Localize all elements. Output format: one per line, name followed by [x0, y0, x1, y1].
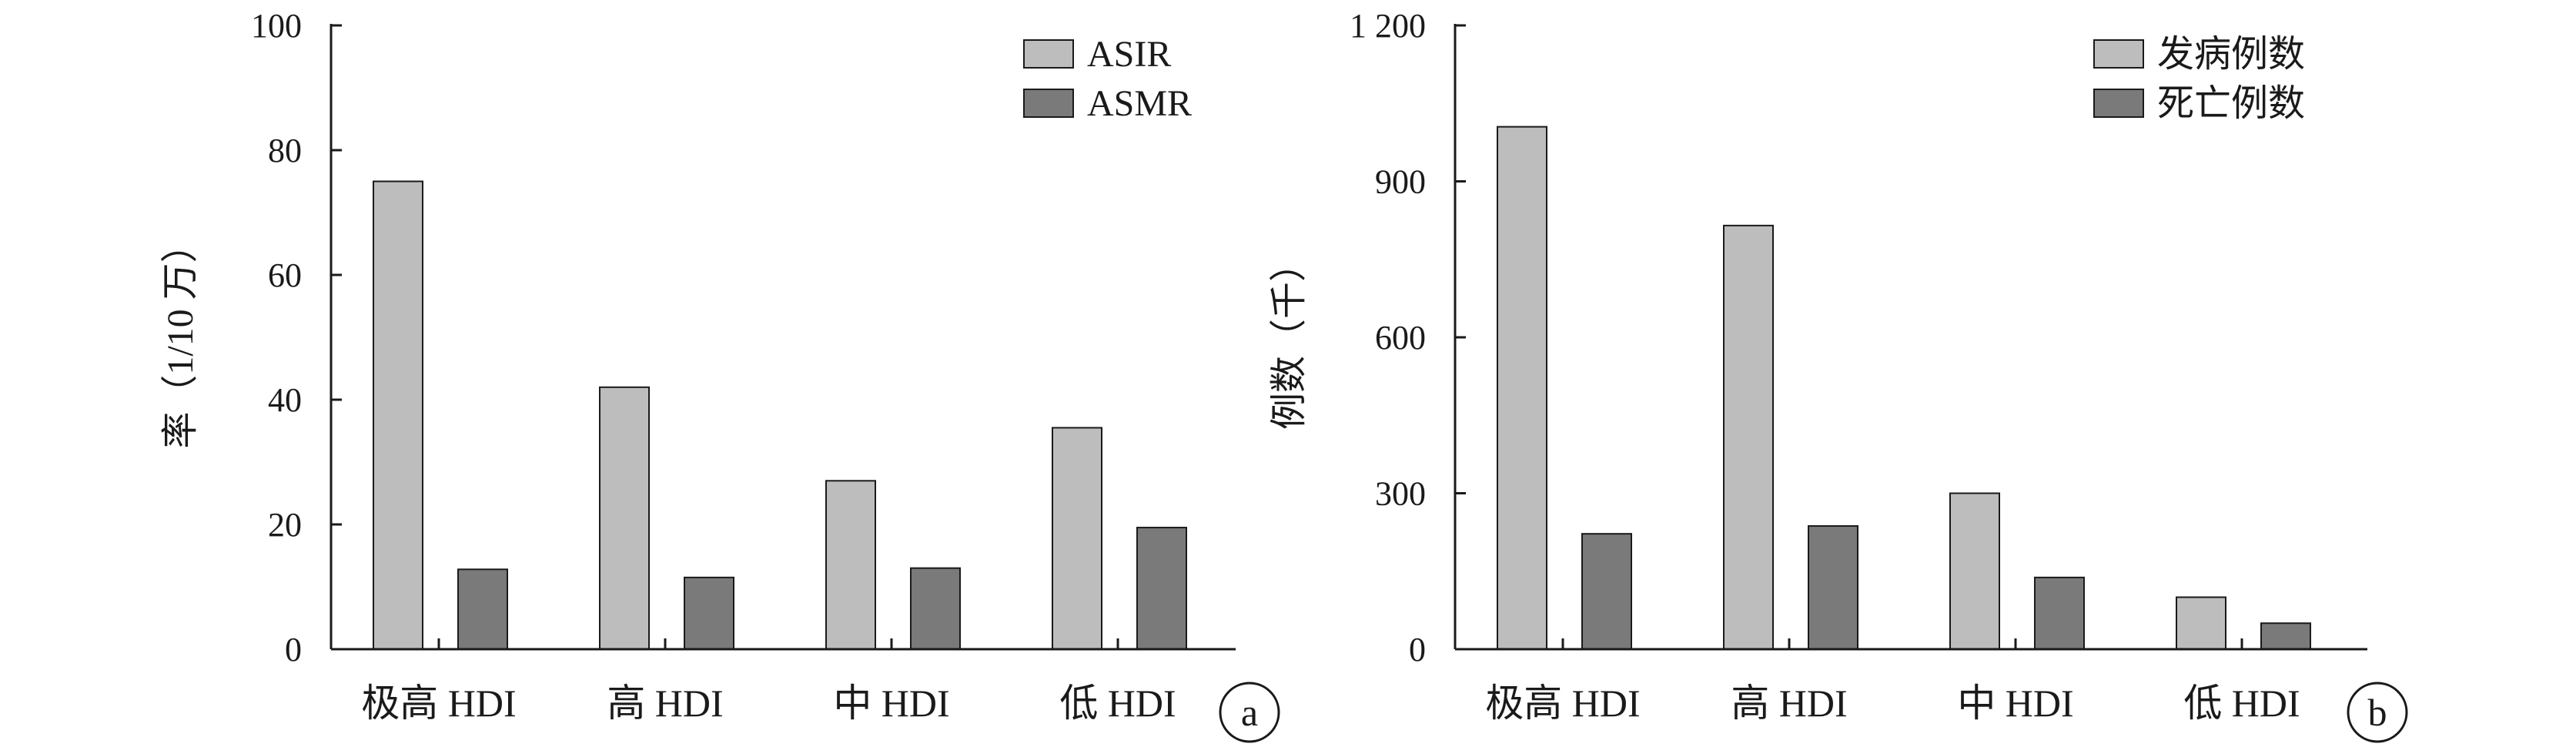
panel-a-category-label-0: 极高 HDI — [361, 682, 516, 725]
panel-a-tag-circle — [1219, 682, 1280, 743]
panel-b-legend-label-0: 发病例数 — [2157, 34, 2305, 75]
panel-a-bar-series1-2 — [825, 480, 876, 650]
panel-b-tag-label: b — [2368, 691, 2387, 734]
panel-b-bar-series2-2 — [2034, 576, 2085, 650]
panel-b-bar-series2-1 — [1808, 525, 1858, 651]
panel-b-y-tick-label-3: 900 — [1375, 163, 1426, 201]
panel-a-category-label-3: 低 HDI — [1059, 682, 1176, 725]
panel-a-y-tick-label-4: 80 — [268, 132, 302, 169]
panel-a-bar-series1-3 — [1052, 427, 1102, 650]
panel-a-y-tick-label-3: 60 — [268, 256, 302, 294]
panel-b-category-label-3: 低 HDI — [2183, 682, 2300, 725]
panel-a-category-label-1: 高 HDI — [607, 682, 723, 725]
panel-b-bar-series2-3 — [2260, 622, 2311, 650]
panel-a-bar-series2-1 — [684, 576, 734, 650]
panel-a-legend-swatch-1 — [1023, 89, 1074, 118]
panel-a-y-tick-label-5: 100 — [251, 7, 302, 45]
panel-a-legend-label-0: ASIR — [1087, 34, 1171, 75]
panel-b-bar-series1-0 — [1497, 126, 1547, 650]
panel-b-legend-label-1: 死亡例数 — [2157, 83, 2305, 124]
panel-a-bar-series2-0 — [457, 568, 508, 651]
panel-b-legend-swatch-1 — [2093, 89, 2144, 118]
panel-a-y-axis-title: 率（1/10 万） — [160, 226, 201, 448]
panel-a-category-label-2: 中 HDI — [833, 682, 949, 725]
panel-b-y-tick-label-0: 0 — [1409, 631, 1426, 668]
panel-a-legend-swatch-0 — [1023, 39, 1074, 69]
panel-b-bar-series1-2 — [1949, 492, 2000, 650]
panel-b-legend-swatch-0 — [2093, 39, 2144, 69]
panel-b-bar-series1-3 — [2176, 596, 2226, 650]
panel-a-legend-label-1: ASMR — [1087, 83, 1192, 124]
panel-a-y-tick-label-2: 40 — [268, 381, 302, 419]
panel-b-tag-circle — [2347, 682, 2408, 743]
panel-a-tag-label: a — [1241, 691, 1258, 734]
panel-b-bar-series2-0 — [1581, 533, 1632, 651]
panel-b-y-tick-label-2: 600 — [1375, 319, 1426, 357]
panel-b-bar-series1-1 — [1723, 224, 1774, 650]
panel-a-bar-series1-0 — [373, 180, 423, 650]
panel-b-y-tick-label-1: 300 — [1375, 475, 1426, 513]
panel-b-category-label-2: 中 HDI — [1957, 682, 2073, 725]
panel-a-y-tick-label-0: 0 — [285, 631, 302, 668]
panel-b-y-axis-title: 例数（千） — [1269, 245, 1310, 430]
panel-b-y-tick-label-4: 1 200 — [1350, 7, 1426, 45]
panel-a-y-tick-label-1: 20 — [268, 506, 302, 544]
panel-b-category-label-1: 高 HDI — [1731, 682, 1847, 725]
panel-b-category-label-0: 极高 HDI — [1485, 682, 1640, 725]
panel-a-bar-series1-1 — [599, 386, 650, 650]
panel-a-bar-series2-2 — [910, 567, 961, 651]
panel-a-bar-series2-3 — [1136, 527, 1187, 650]
